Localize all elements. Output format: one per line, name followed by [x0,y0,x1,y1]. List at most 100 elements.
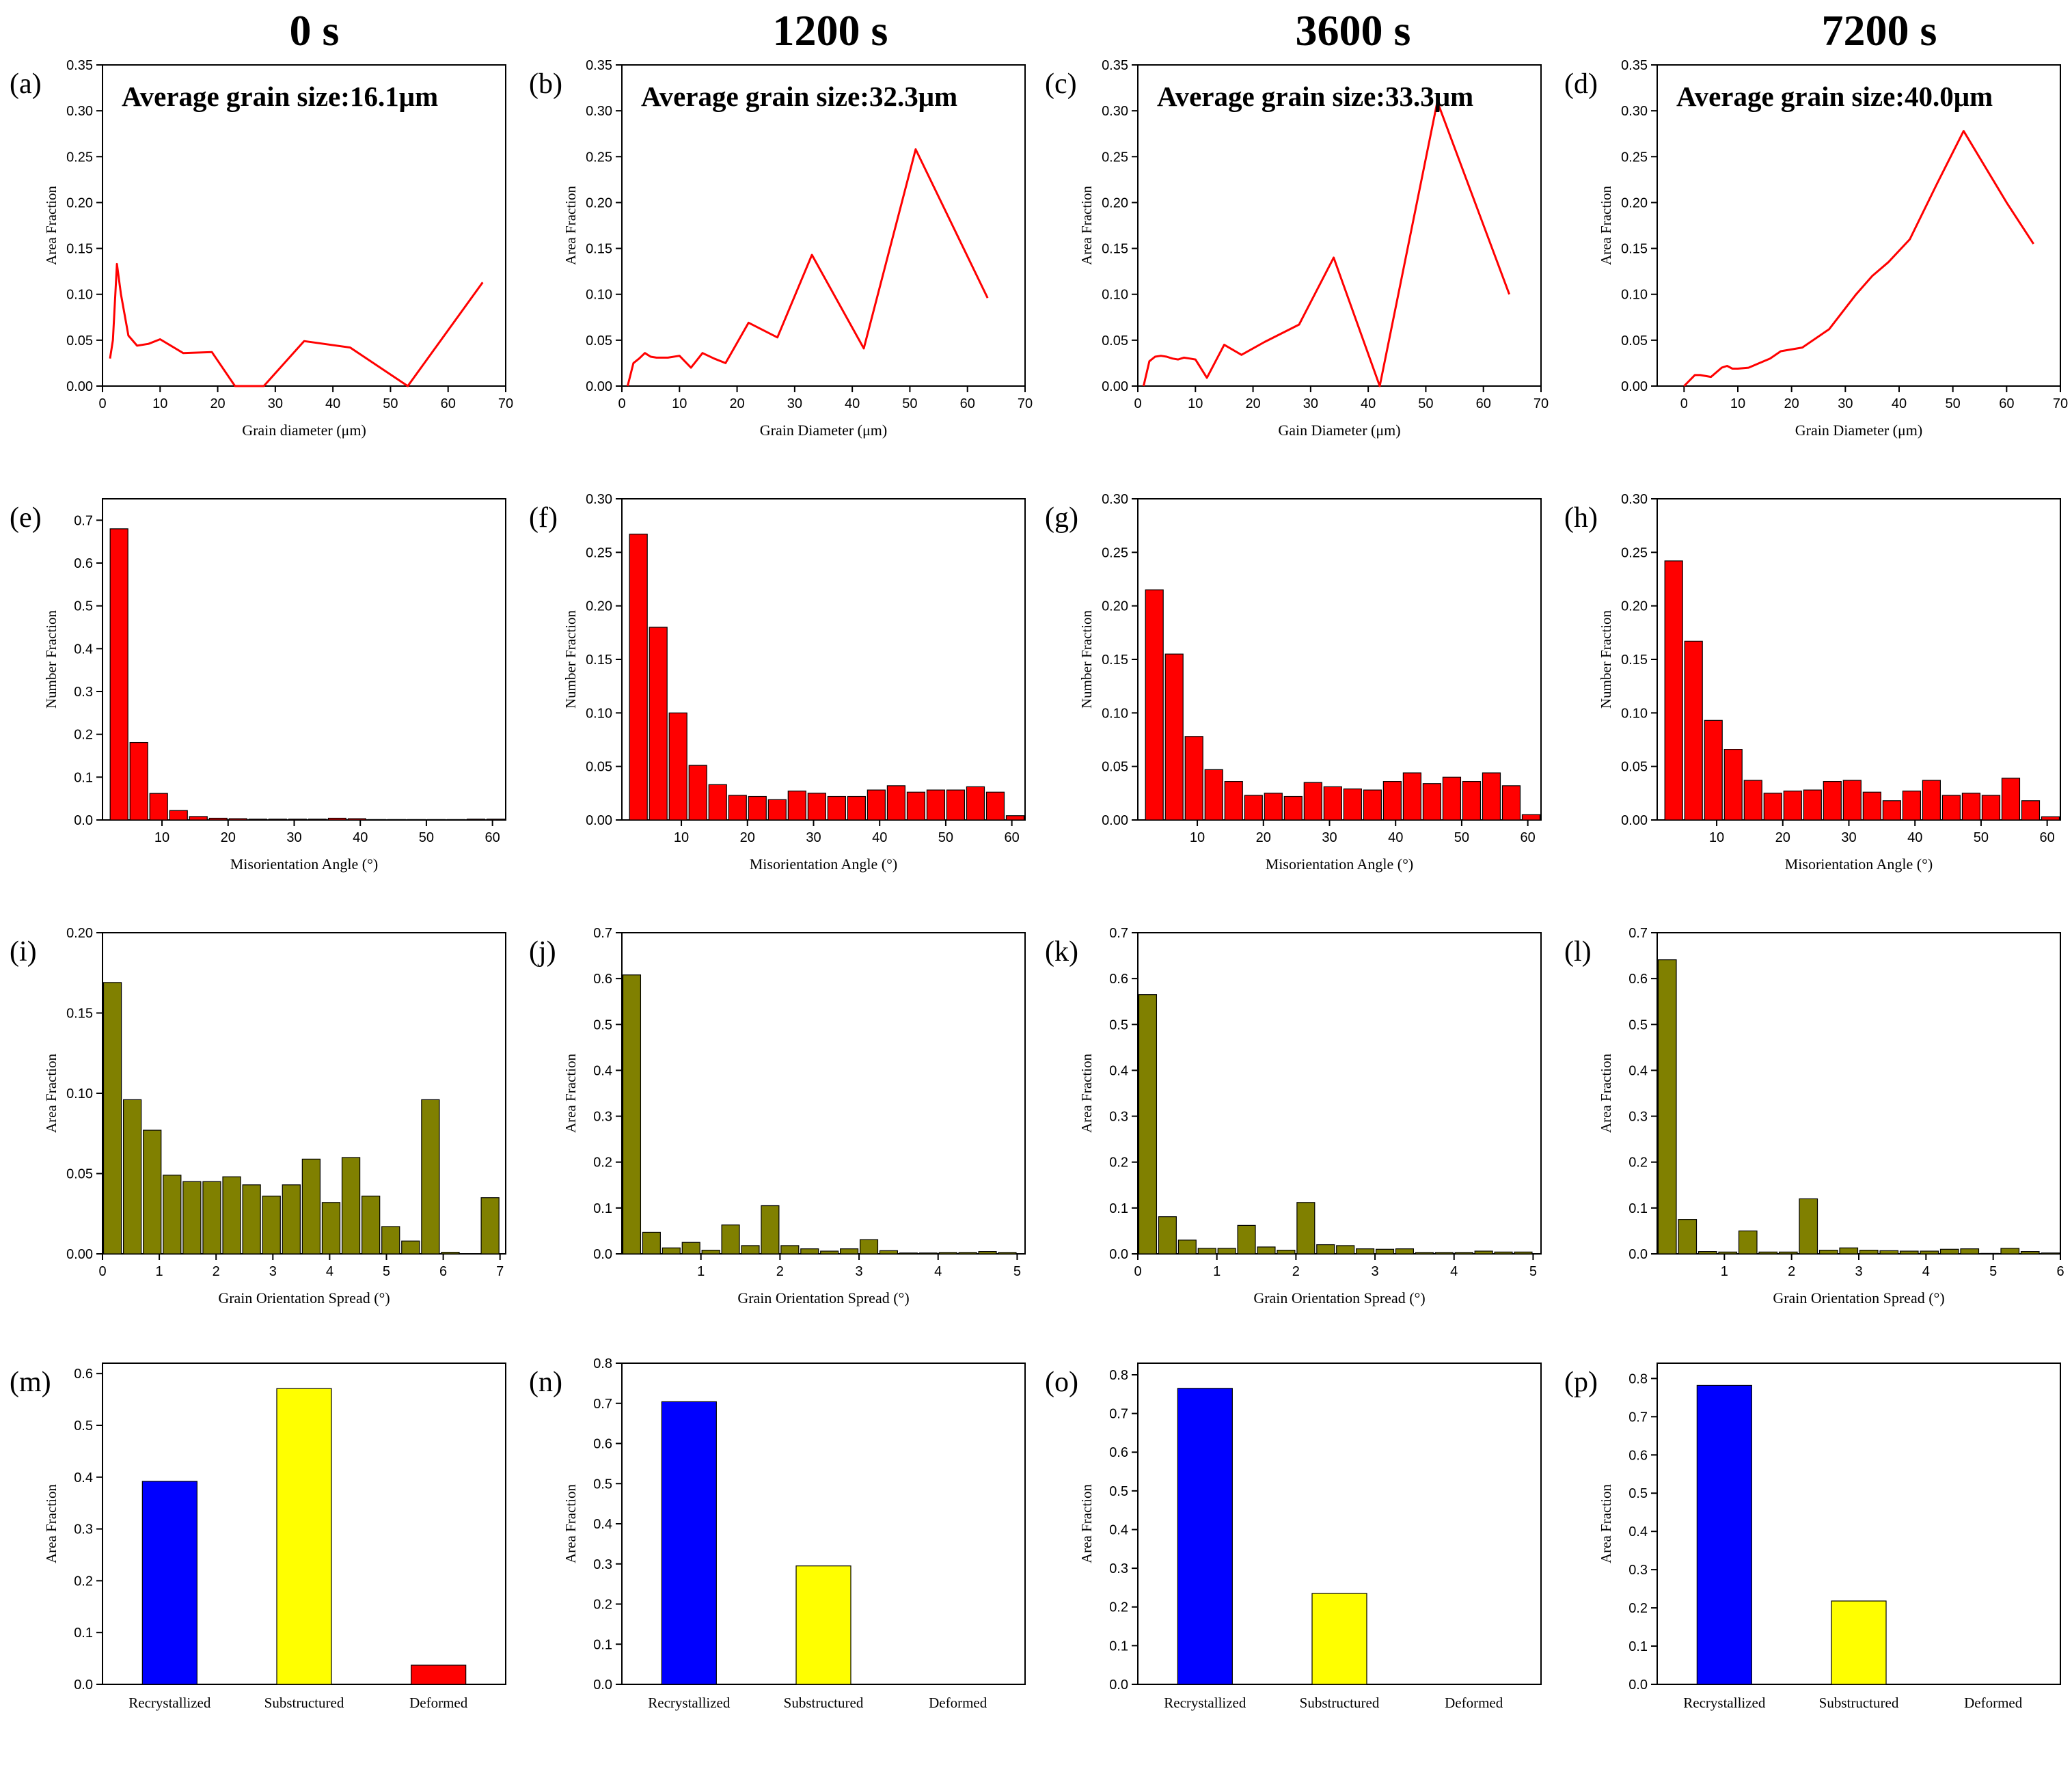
histogram-bar [208,817,228,821]
x-tick-label: 70 [498,396,513,411]
y-tick-label: 0.15 [66,1007,93,1022]
y-axis-label: Area Fraction [1078,1483,1095,1563]
y-tick-label: 0.1 [74,1626,93,1641]
histogram-bar [1434,1252,1454,1255]
y-tick-label: 0.0 [1109,1247,1128,1262]
y-tick-label: 0.25 [1102,150,1128,165]
y-tick-label: 0.1 [593,1637,612,1652]
histogram-bar [985,791,1005,821]
y-tick-label: 0.35 [1621,58,1648,73]
histogram-bar [1145,589,1164,821]
histogram-bar [847,795,866,821]
x-tick-label: 0 [98,1264,106,1279]
y-tick-label: 0.2 [74,1574,93,1589]
histogram-bar [1375,1248,1395,1255]
y-axis-label: Number Fraction [1598,610,1614,709]
x-tick-label: 4 [934,1264,942,1279]
chart-panel: (g) 0.00 0.05 0.10 0.15 0.20 0.25 0.30 10 20 30 40 5… [1035,492,1542,909]
histogram-bar [480,1197,500,1255]
y-tick-label: 0.7 [1109,1407,1128,1422]
histogram-bar [288,819,307,821]
y-tick-label: 0.20 [586,195,612,210]
y-axis-label: Number Fraction [1078,610,1095,709]
y-tick-label: 0.4 [74,1470,93,1485]
histogram-bar [1283,795,1303,821]
chart-panel: (f) 0.00 0.05 0.10 0.15 0.20 0.25 0.30 10 20 30 40 5… [519,492,1026,909]
histogram-bar [1217,1248,1236,1255]
y-tick-label: 0.20 [66,926,93,941]
category-label: Substructured [264,1695,344,1711]
histogram-bar [202,1181,221,1255]
histogram-bar [2041,1252,2060,1255]
category-label: Substructured [784,1695,864,1711]
y-tick-label: 0.5 [1628,1486,1648,1501]
histogram-bar [222,1176,241,1255]
y-tick-label: 0.3 [1628,1563,1648,1578]
y-tick-label: 0.1 [1628,1639,1648,1654]
x-tick-label: 10 [152,396,167,411]
chart-svg: 0.00 0.05 0.10 0.15 0.20 0.25 0.30 10 20 30 40 50 60… [1598,492,2061,873]
histogram-bar [1164,653,1184,821]
histogram-bar [109,528,128,821]
histogram-bar [1462,781,1482,821]
x-tick-label: 0 [618,396,625,411]
y-tick-label: 0.05 [1621,333,1648,348]
y-tick-label: 0.6 [1628,1448,1648,1463]
panel-label: (e) [10,502,42,534]
x-tick-label: 50 [1454,830,1469,845]
histogram-bar [1920,1250,1939,1255]
y-tick-label: 0.05 [1621,760,1648,775]
plot-frame [1137,64,1542,387]
histogram-bar [1922,780,1941,821]
y-tick-label: 0.00 [1621,379,1648,394]
y-tick-label: 0.6 [593,972,612,987]
histogram-bar [1743,780,1762,821]
y-tick-label: 0.3 [593,1110,612,1125]
y-tick-label: 0.10 [1102,288,1128,303]
y-tick-label: 0.30 [1102,104,1128,119]
histogram-bar [840,1248,859,1255]
y-tick-label: 0.6 [74,1367,93,1382]
y-tick-label: 0.0 [1109,1678,1128,1693]
chart-panel: (p) 0.0 0.1 0.2 0.3 0.4 0.5 0.6 0.7 0.8 Area Fract… [1555,1356,2061,1773]
x-tick-label: 0 [98,396,106,411]
y-tick-label: 0.25 [586,545,612,560]
x-tick-label: 50 [383,396,398,411]
chart-panel: (m) 0.0 0.1 0.2 0.3 0.4 0.5 0.6 Area Fraction Rec… [0,1356,506,1773]
histogram-bar [1415,1252,1434,1255]
y-tick-label: 0.00 [1102,813,1128,828]
category-label: Recrystallized [128,1695,211,1711]
histogram-bar [649,627,668,821]
category-bar [1311,1593,1367,1685]
histogram-bar [169,810,188,821]
histogram-bar [918,1252,938,1255]
column-title-7200s: 7200 s [1821,6,1937,55]
histogram-bar [1197,1248,1216,1255]
histogram-bar [681,1242,700,1255]
histogram-bar [321,1202,341,1255]
y-tick-label: 0.05 [586,760,612,775]
chart-svg: 0.0 0.1 0.2 0.3 0.4 0.5 0.6 0.7 0.8 Area Fraction… [1078,1363,1542,1711]
x-axis-label: Grain Orientation Spread (°) [218,1289,390,1306]
histogram-bar [2000,1248,2020,1255]
histogram-bar [1474,1250,1493,1255]
y-tick-label: 0.3 [1628,1110,1648,1125]
histogram-bar [2021,800,2041,821]
panel-label: (b) [529,68,562,100]
histogram-bar [761,1205,780,1255]
chart-svg: 0.00 0.05 0.10 0.15 0.20 0.25 0.30 10 20 30 40 50 60… [1078,492,1542,873]
y-tick-label: 0.15 [1621,653,1648,668]
histogram-bar [341,1157,361,1255]
y-tick-label: 0.3 [593,1557,612,1572]
histogram-bar [946,789,966,821]
chart-panel: (l) 0.0 0.1 0.2 0.3 0.4 0.5 0.6 0.7 1 2 3 4 5 6 Area Fr… [1555,926,2064,1343]
chart-panel: (j) 0.0 0.1 0.2 0.3 0.4 0.5 0.6 0.7 1 2 3 4 5 Area Fra… [519,926,1026,1343]
histogram-bar [401,1240,420,1255]
y-tick-label: 0.10 [1621,706,1648,721]
y-tick-label: 0.2 [1628,1155,1648,1170]
histogram-bar [1501,785,1521,821]
histogram-bar [367,819,387,821]
chart-panel: (o) 0.0 0.1 0.2 0.3 0.4 0.5 0.6 0.7 0.8 Area Fract… [1035,1356,1542,1773]
x-tick-label: 1 [1213,1264,1221,1279]
chart-svg: 0.00 0.05 0.10 0.15 0.20 0.25 0.30 0.35 0 10 20 30 4… [1598,58,2068,439]
